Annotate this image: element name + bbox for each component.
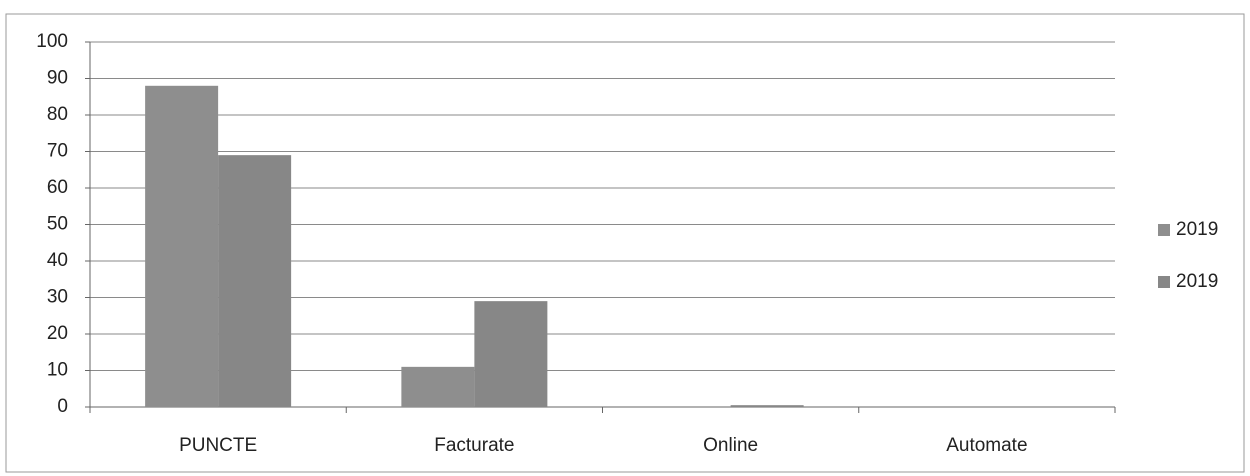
y-tick-label: 20 (47, 323, 68, 344)
y-tick-label: 30 (47, 287, 68, 308)
legend-label: 2019 (1176, 219, 1218, 240)
y-tick-label: 90 (47, 68, 68, 89)
y-tick-label: 60 (47, 177, 68, 198)
y-tick-label: 0 (57, 396, 68, 417)
y-tick-label: 80 (47, 104, 68, 125)
y-tick-label: 100 (36, 31, 68, 52)
bar (401, 366, 475, 407)
x-tick-label: Facturate (434, 435, 514, 456)
bar (730, 405, 804, 407)
chart-border (5, 13, 1245, 473)
y-tick-label: 70 (47, 141, 68, 162)
legend-swatch (1158, 224, 1170, 236)
bar (474, 301, 548, 407)
legend-label: 2019 (1176, 271, 1218, 292)
x-tick-label: Online (703, 435, 758, 456)
y-tick-label: 50 (47, 214, 68, 235)
y-tick-label: 40 (47, 250, 68, 271)
bar (218, 155, 292, 407)
legend-swatch (1158, 276, 1170, 288)
x-tick-label: PUNCTE (179, 435, 257, 456)
y-tick-label: 10 (47, 360, 68, 381)
x-tick-label: Automate (946, 435, 1027, 456)
bar (145, 85, 219, 408)
